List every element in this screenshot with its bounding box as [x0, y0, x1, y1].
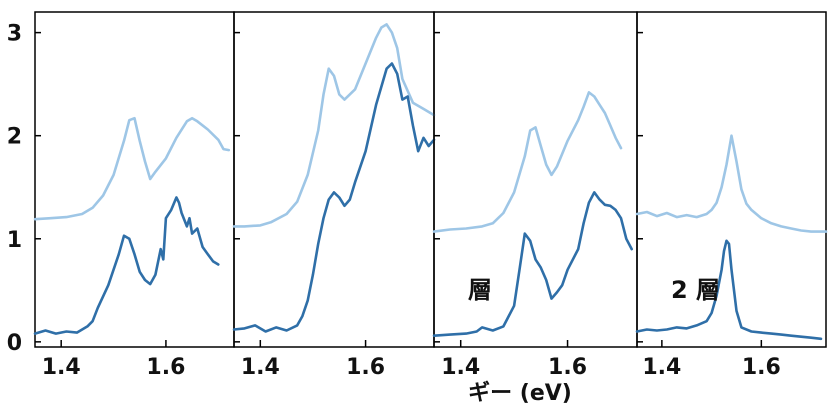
panel-frame: [34, 11, 235, 348]
panels: 1.4 1.6 1.4 1.6 1.4 1.6 層 1.4 1.6 2 層: [33, 11, 828, 380]
panel-2: 1.4 1.6: [232, 11, 436, 380]
series-line-dark: [33, 196, 220, 335]
ytick-label-2: 2: [7, 125, 22, 150]
ytick-label-3: 3: [7, 22, 22, 47]
panel-4: 1.4 1.6 2 層: [635, 11, 828, 380]
xtick-label: 1.4: [42, 355, 81, 380]
xtick-label: 1.4: [241, 355, 280, 380]
y-axis: 0 1 2 3: [7, 22, 22, 356]
xtick-label: 1.6: [346, 355, 385, 380]
series-line-light: [232, 23, 436, 228]
series-line-dark: [432, 191, 634, 338]
series-line-light: [33, 116, 231, 221]
xtick-label: 1.6: [742, 355, 781, 380]
panel-annotation: 2 層: [671, 276, 720, 304]
x-axis-label: ギー (eV): [468, 381, 572, 403]
xtick-label: 1.6: [548, 355, 587, 380]
xtick-label: 1.6: [146, 355, 185, 380]
panel-frame: [636, 11, 827, 348]
panel-1: 1.4 1.6: [33, 11, 235, 380]
series-line-dark: [232, 62, 436, 333]
xtick-label: 1.4: [441, 355, 480, 380]
series-line-light: [432, 91, 623, 233]
xtick-label: 1.4: [642, 355, 681, 380]
series-line-dark: [635, 239, 823, 341]
ytick-label-1: 1: [7, 228, 22, 253]
panel-frame: [233, 11, 435, 348]
panel-annotation: 層: [468, 276, 492, 304]
panel-3: 1.4 1.6 層: [432, 11, 638, 380]
ytick-label-0: 0: [7, 331, 22, 356]
series-line-light: [635, 134, 828, 233]
panel-frame: [433, 11, 638, 348]
